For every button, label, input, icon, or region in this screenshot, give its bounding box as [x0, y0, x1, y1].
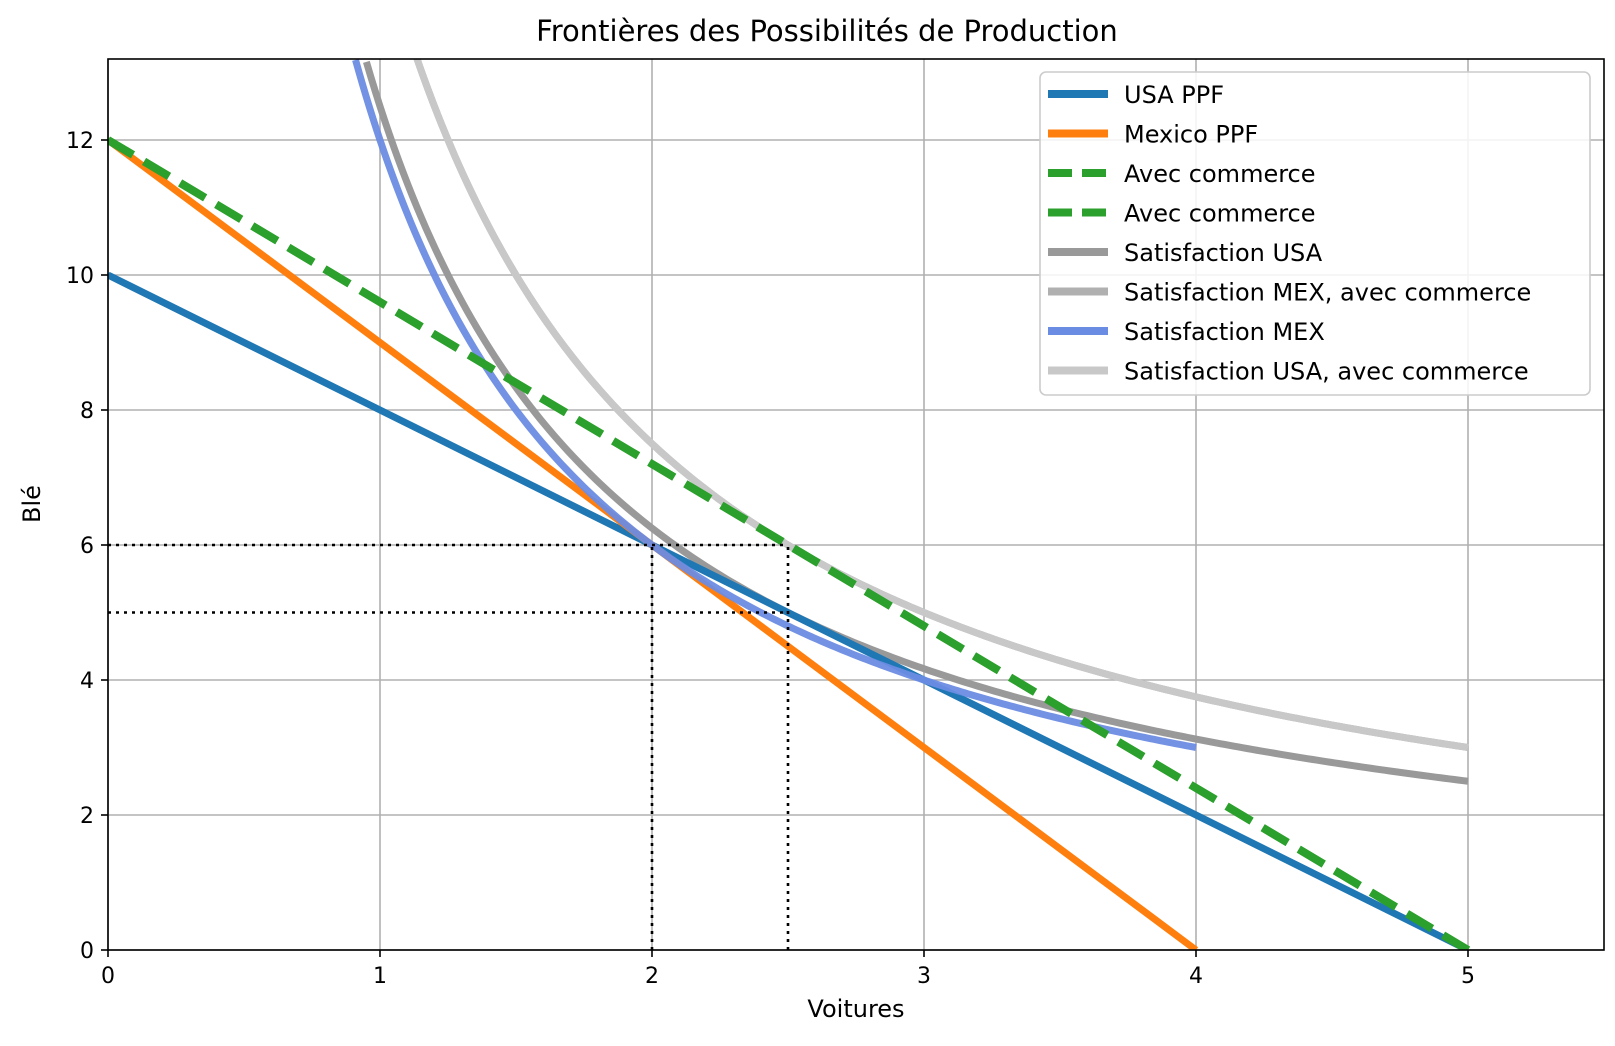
x-tick-label: 4: [1189, 964, 1203, 989]
x-tick-label: 0: [101, 964, 115, 989]
y-tick-label: 10: [66, 264, 94, 289]
y-tick-label: 2: [80, 804, 94, 829]
legend-label: Satisfaction USA, avec commerce: [1124, 358, 1529, 386]
x-tick-label: 5: [1461, 964, 1475, 989]
y-tick-label: 12: [66, 129, 94, 154]
y-tick-label: 6: [80, 534, 94, 559]
x-tick-label: 1: [373, 964, 387, 989]
y-tick-label: 0: [80, 939, 94, 964]
series-line-4: [363, 60, 1469, 785]
y-tick-label: 8: [80, 399, 94, 424]
axes-frame: [107, 58, 1605, 951]
legend-label: Avec commerce: [1124, 160, 1316, 188]
series-line-6: [352, 59, 1197, 751]
legend-label: Satisfaction MEX: [1124, 318, 1325, 346]
legend-label: Satisfaction USA: [1124, 239, 1323, 267]
legend-box: [1039, 71, 1591, 396]
y-axis-label: Blé: [18, 485, 46, 523]
x-axis-label: Voitures: [807, 995, 904, 1023]
x-tick-label: 3: [917, 964, 931, 989]
x-tick-label: 2: [645, 964, 659, 989]
chart-title: Frontières des Possibilités de Productio…: [536, 14, 1118, 48]
legend-label: Mexico PPF: [1124, 121, 1258, 149]
legend-label: Avec commerce: [1124, 200, 1316, 228]
series-line-7: [413, 59, 1469, 751]
legend: USA PPF Mexico PPF Avec commerce Avec comme…: [1039, 71, 1591, 396]
legend-label: USA PPF: [1124, 81, 1224, 109]
legend-label: Satisfaction MEX, avec commerce: [1124, 279, 1531, 307]
y-tick-label: 4: [80, 669, 94, 694]
series-line-3: [108, 136, 1471, 950]
plot-area: [108, 59, 1471, 950]
